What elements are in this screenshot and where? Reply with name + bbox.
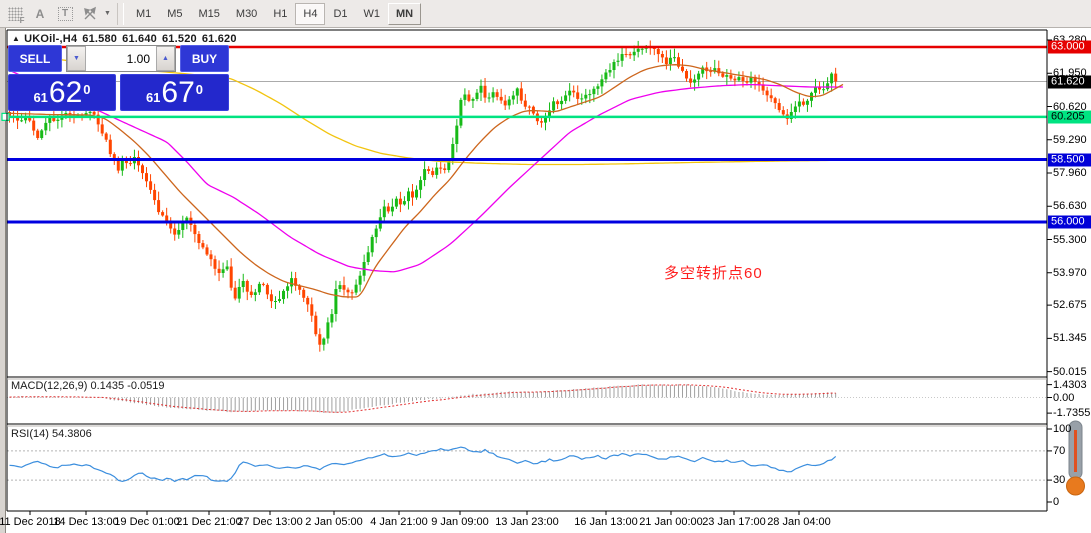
- chart-text-annotation: 多空转折点60: [664, 265, 763, 282]
- date-tick-label: 13 Jan 23:00: [495, 516, 559, 528]
- chart-ohlc-header: ▲ UKOil-,H4 61.580 61.640 61.520 61.620: [12, 33, 237, 45]
- timeframe-button-m5[interactable]: M5: [167, 7, 183, 20]
- price-level-badge: 58.500: [1048, 153, 1091, 166]
- date-tick-label: 2 Jan 05:00: [305, 516, 363, 528]
- price-tick-label: 59.290: [1053, 133, 1087, 146]
- close-value: 61.620: [201, 33, 237, 45]
- macd-indicator-label: MACD(12,26,9) 0.1435 -0.0519: [11, 380, 165, 392]
- rsi-indicator-label: RSI(14) 54.3806: [11, 428, 92, 440]
- price-tick-label: 55.300: [1053, 233, 1087, 246]
- price-tick-label: 50.015: [1053, 365, 1087, 378]
- price-tick-label: 51.345: [1053, 332, 1087, 345]
- timeframe-button-h1[interactable]: H1: [273, 7, 288, 20]
- volume-up-button[interactable]: ▲: [156, 46, 175, 71]
- sell-price-whole: 61: [33, 90, 48, 105]
- date-tick-label: 11 Dec 2018: [0, 516, 61, 528]
- date-tick-label: 28 Jan 04:00: [767, 516, 831, 528]
- date-tick-label: 21 Dec 21:00: [176, 516, 242, 528]
- buy-price-quote[interactable]: 61 67 0: [120, 74, 229, 111]
- date-tick-label: 27 Dec 13:00: [237, 516, 303, 528]
- symbol-timeframe: UKOil-,H4: [24, 33, 78, 45]
- open-value: 61.580: [82, 33, 118, 45]
- date-tick-label: 16 Jan 13:00: [574, 516, 638, 528]
- date-tick-label: 21 Jan 00:00: [639, 516, 703, 528]
- macd-tick-label: -1.7355: [1053, 407, 1091, 420]
- rsi-tick-label: 0: [1053, 496, 1060, 508]
- date-tick-label: 9 Jan 09:00: [431, 516, 489, 528]
- thermometer-icon: [1066, 420, 1085, 496]
- price-tick-label: 57.960: [1053, 167, 1087, 179]
- volume-spinner: ▼ 1.00 ▲: [66, 45, 176, 72]
- sell-button[interactable]: SELL: [8, 45, 62, 72]
- price-tick-label: 52.675: [1053, 299, 1087, 312]
- macd-tick-label: 1.4303: [1053, 378, 1087, 391]
- price-tick-label: 53.970: [1053, 266, 1087, 279]
- rsi-tick-label: 100: [1053, 423, 1072, 435]
- high-value: 61.640: [122, 33, 157, 45]
- crosshair-arrows-icon[interactable]: [79, 4, 101, 24]
- timeframe-button-m30[interactable]: M30: [235, 7, 258, 20]
- font-a-icon[interactable]: A: [35, 6, 45, 21]
- one-click-trading-panel: SELL ▼ 1.00 ▲ BUY 61 62 0 61 67 0: [8, 45, 229, 111]
- timeframe-button-m15[interactable]: M15: [198, 7, 220, 20]
- sell-price-quote[interactable]: 61 62 0: [8, 74, 116, 111]
- price-level-badge: 61.620: [1048, 75, 1091, 88]
- buy-price-point: 0: [195, 82, 204, 97]
- date-tick-label: 23 Jan 17:00: [702, 516, 766, 528]
- buy-price-pips: 67: [161, 76, 195, 109]
- date-tick-label: 19 Dec 01:00: [114, 516, 180, 528]
- date-tick-label: 14 Dec 13:00: [53, 516, 119, 528]
- text-label-icon[interactable]: T: [54, 4, 76, 24]
- timeframe-button-h4[interactable]: H4: [295, 2, 326, 25]
- sell-price-pips: 62: [48, 76, 83, 109]
- price-level-badge: 60.205: [1048, 110, 1091, 124]
- volume-down-button[interactable]: ▼: [67, 46, 86, 71]
- price-tick-label: 56.630: [1053, 200, 1087, 213]
- price-level-badge: 63.000: [1048, 40, 1091, 54]
- low-value: 61.520: [161, 33, 197, 45]
- dropdown-caret-icon[interactable]: ▼: [104, 10, 111, 17]
- chart-grid-icon[interactable]: F: [4, 4, 26, 25]
- price-level-badge: 56.000: [1048, 215, 1091, 229]
- timeframe-button-group: M1 M5 M15 M30 H1 H4 D1 W1 MN: [128, 2, 422, 25]
- rsi-tick-label: 30: [1053, 474, 1066, 487]
- macd-tick-label: 0.00: [1053, 391, 1075, 404]
- price-tick-label: 60.620: [1053, 100, 1087, 113]
- collapse-triangle-icon: ▲: [12, 34, 21, 43]
- window-left-border: [0, 28, 6, 533]
- sell-price-point: 0: [83, 82, 91, 97]
- buy-price-whole: 61: [145, 90, 161, 105]
- rsi-tick-label: 70: [1053, 444, 1066, 457]
- date-tick-label: 4 Jan 21:00: [370, 516, 428, 528]
- top-toolbar: F A T ▼ M1 M5 M15 M30 H1 H4 D1 W1 MN: [0, 0, 1091, 28]
- timeframe-button-m1[interactable]: M1: [135, 7, 152, 20]
- timeframe-button-d1[interactable]: D1: [333, 7, 348, 20]
- timeframe-button-mn[interactable]: MN: [388, 2, 422, 25]
- timeframe-button-w1[interactable]: W1: [363, 7, 381, 20]
- toolbar-separator: [116, 2, 124, 25]
- volume-value[interactable]: 1.00: [126, 51, 150, 66]
- buy-button[interactable]: BUY: [180, 45, 229, 72]
